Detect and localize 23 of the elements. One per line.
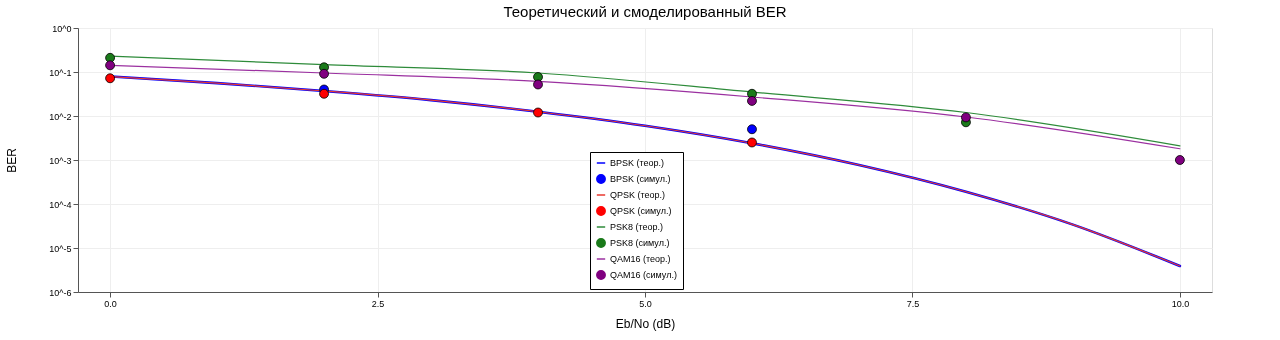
- y-axis-title: BER: [5, 147, 20, 173]
- legend-label: QPSK (симул.): [610, 206, 672, 216]
- y-tick-label: 10^0: [52, 23, 72, 34]
- y-tick-label: 10^-3: [49, 155, 72, 166]
- x-axis-title: Eb/No (dB): [615, 316, 676, 331]
- legend-label: BPSK (теор.): [610, 158, 665, 168]
- x-tick-label: 5.0: [639, 298, 652, 309]
- legend-label: QAM16 (теор.): [610, 254, 671, 264]
- chart-title: Теоретический и смоделированный BER: [503, 3, 787, 20]
- legend-label: PSK8 (симул.): [610, 238, 670, 248]
- x-tick-label: 2.5: [371, 298, 385, 309]
- legend-label: QPSK (теор.): [610, 190, 666, 200]
- x-tick-label: 0.0: [104, 298, 117, 309]
- legend-label: BPSK (симул.): [610, 174, 671, 184]
- legend-label: PSK8 (теор.): [610, 222, 664, 232]
- x-tick-label: 7.5: [906, 298, 920, 309]
- y-tick-label: 10^-5: [49, 243, 72, 254]
- y-tick-label: 10^-2: [49, 111, 72, 122]
- y-tick-label: 10^-6: [49, 287, 72, 298]
- legend-label: QAM16 (симул.): [610, 270, 677, 280]
- y-tick-label: 10^-4: [49, 199, 72, 210]
- y-tick-label: 10^-1: [49, 67, 72, 78]
- x-tick-label: 10.0: [1171, 298, 1190, 309]
